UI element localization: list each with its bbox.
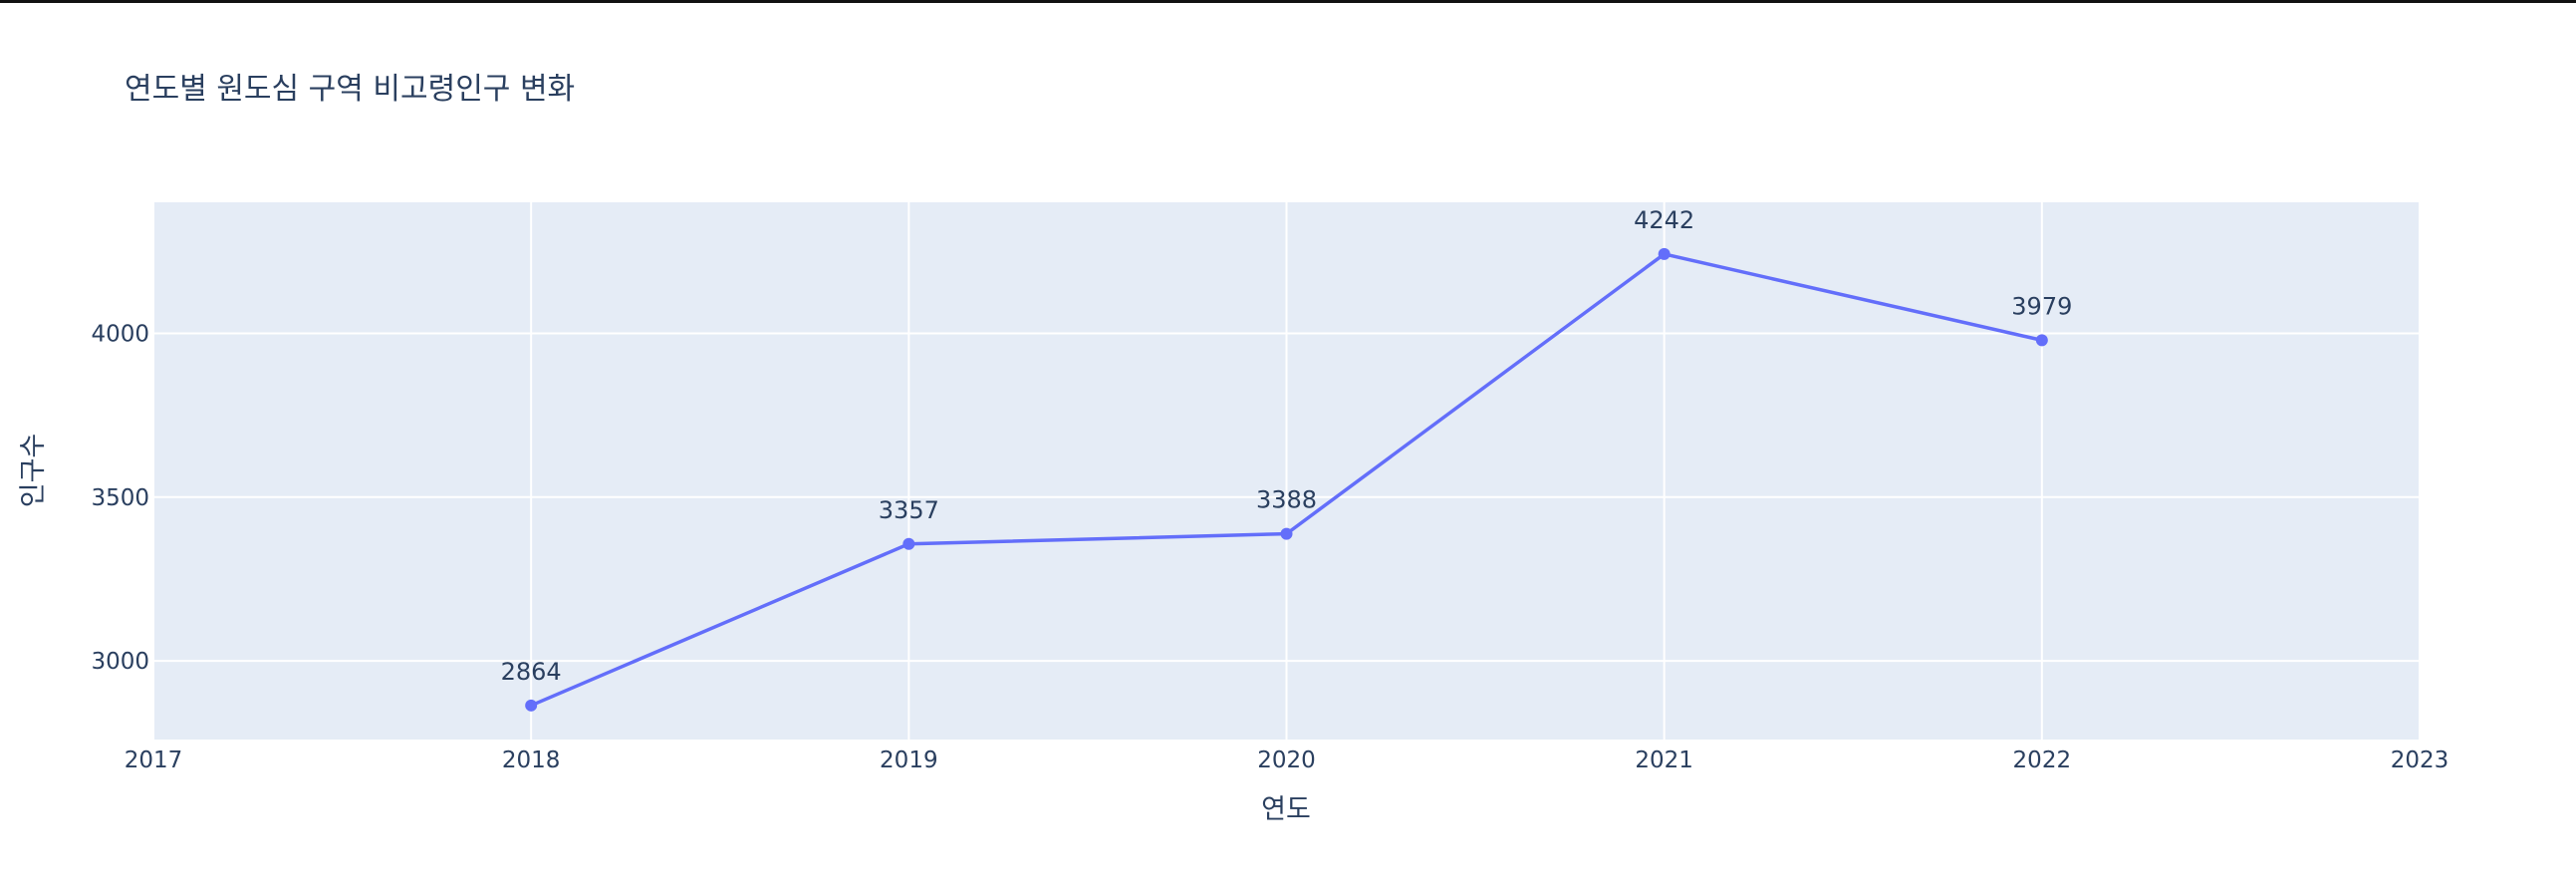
data-label: 2864: [501, 658, 562, 686]
data-label: 3979: [2011, 292, 2072, 320]
data-point: [525, 699, 538, 712]
x-tick-label: 2017: [125, 747, 183, 773]
data-labels: 2864 3357 3388 4242 3979: [501, 206, 2073, 686]
x-axis-title: 연도: [1261, 794, 1311, 825]
data-label: 3388: [1256, 486, 1317, 514]
x-tick-label: 2018: [502, 747, 561, 773]
x-tick-label: 2022: [2013, 747, 2072, 773]
data-point: [1280, 527, 1293, 540]
y-tick-label: 4000: [91, 321, 149, 347]
x-tick-label: 2021: [1635, 747, 1693, 773]
x-tick-label: 2019: [880, 747, 938, 773]
data-label: 3357: [879, 496, 939, 524]
top-border: [0, 0, 2576, 3]
x-tick-label: 2023: [2391, 747, 2449, 773]
axis-ticks: 2017 2018 2019 2020 2021 2022 2023 3000 3500 4000: [91, 321, 2448, 773]
y-tick-label: 3000: [91, 649, 149, 675]
x-tick-label: 2020: [1257, 747, 1316, 773]
y-axis-title: 인구수: [18, 434, 49, 508]
data-point: [1658, 247, 1671, 260]
series-layer: [525, 247, 2048, 712]
grid-lines: [152, 202, 2421, 740]
y-tick-label: 3500: [91, 485, 149, 511]
data-label: 4242: [1634, 206, 1694, 234]
chart-title: 연도별 원도심 구역 비고령인구 변화: [125, 72, 575, 107]
data-point: [2035, 334, 2048, 347]
data-point: [902, 537, 915, 550]
